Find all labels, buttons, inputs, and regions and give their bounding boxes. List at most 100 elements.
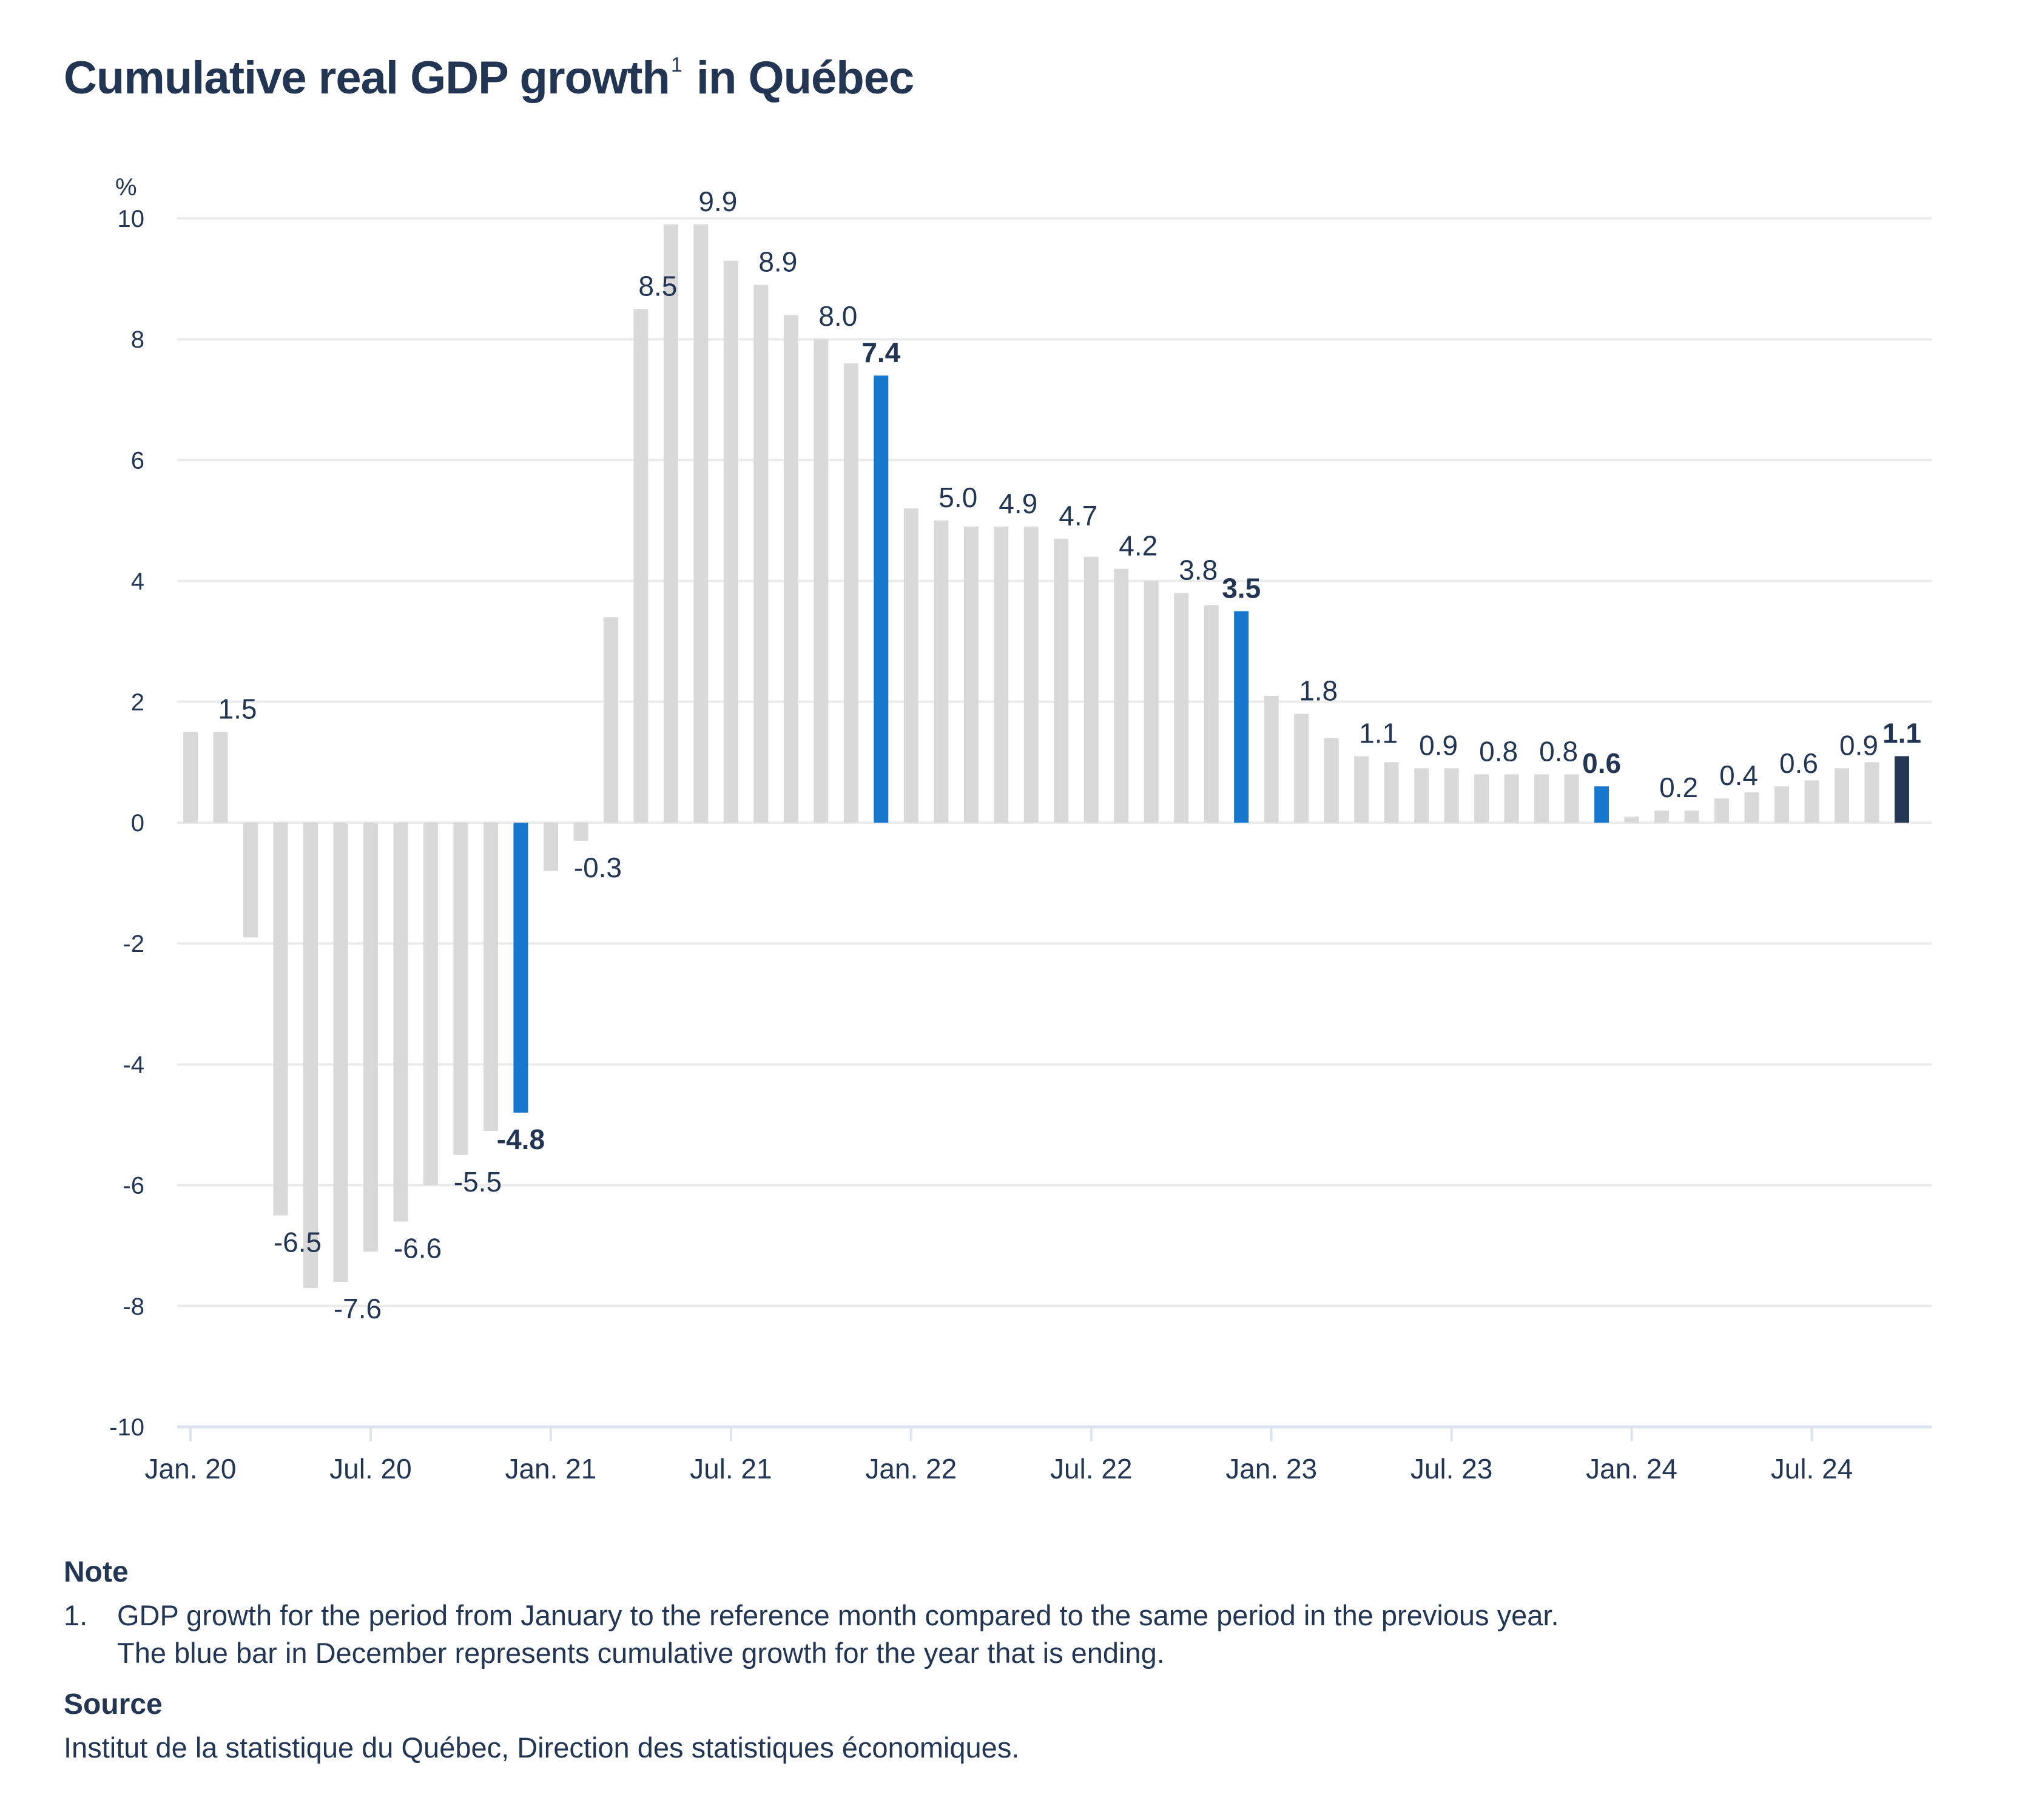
bar-feb-24 (1654, 811, 1670, 823)
bar-jul-21 (723, 260, 738, 823)
y-tick-label: -2 (123, 931, 144, 957)
data-label: 0.6 (1779, 747, 1818, 779)
data-label: 1.8 (1299, 675, 1338, 707)
data-label: 0.8 (1539, 735, 1578, 767)
data-label: 3.8 (1179, 554, 1218, 586)
footnote-reference: 1 (670, 53, 682, 76)
bar-aug-23 (1474, 774, 1489, 823)
bar-aug-21 (753, 285, 769, 823)
bar-feb-21 (573, 823, 588, 841)
notes-section: Note 1. GDP growth for the period from J… (64, 1553, 1944, 1767)
y-tick-label: 6 (131, 447, 144, 474)
data-label: 0.9 (1839, 729, 1878, 761)
bar-feb-23 (1294, 713, 1309, 823)
y-tick-label: -10 (109, 1414, 144, 1441)
x-tick-label: Jan. 21 (505, 1453, 596, 1485)
bar-jul-23 (1444, 768, 1459, 823)
bar-may-23 (1384, 762, 1399, 823)
bar-apr-20 (273, 823, 288, 1216)
x-tick-label: Jan. 23 (1225, 1453, 1317, 1485)
data-label: 1.1 (1882, 717, 1921, 749)
data-label: 0.4 (1719, 760, 1758, 791)
bar-oct-23 (1534, 774, 1549, 823)
bar-jul-20 (363, 823, 378, 1252)
bar-may-20 (303, 823, 318, 1288)
bar-aug-20 (393, 823, 408, 1222)
bar-apr-22 (994, 526, 1009, 823)
note-line: The blue bar in December represents cumu… (117, 1637, 1165, 1669)
bar-dec-22 (1234, 611, 1249, 823)
data-label: 0.9 (1419, 729, 1458, 761)
data-label: 4.2 (1119, 530, 1158, 562)
x-tick-label: Jan. 22 (865, 1453, 957, 1485)
y-tick-label: 8 (131, 326, 144, 353)
chart-title-text: Cumulative real GDP growth (64, 52, 670, 104)
x-tick-label: Jan. 24 (1586, 1453, 1677, 1485)
data-label: 8.0 (818, 300, 857, 332)
bar-jan-23 (1264, 695, 1279, 823)
bar-apr-24 (1714, 798, 1730, 823)
data-label: 3.5 (1222, 572, 1261, 604)
x-tick-label: Jul. 20 (329, 1453, 412, 1485)
x-tick-label: Jul. 23 (1410, 1453, 1493, 1485)
source-text: Institut de la statistique du Québec, Di… (64, 1731, 1020, 1764)
x-axis: Jan. 20 Jul. 20 Jan. 21 Jul. 21 Jan. 22 Jul. … (145, 1425, 1932, 1485)
chart-title: Cumulative real GDP growth1 in Québec (64, 52, 914, 104)
data-label: -7.6 (334, 1293, 382, 1324)
data-labels: 1.5 -6.5 -7.6 -6.6 -5.5 -4.8 -0.3 8.5 9.9 8.9 8.07… (218, 186, 1921, 1324)
y-axis: % 10 8 6 4 2 0 -2 -4 -6 -8 -10 (109, 174, 144, 1441)
bar-jan-24 (1624, 817, 1639, 823)
data-label: 7.4 (861, 337, 900, 368)
bar-may-24 (1744, 792, 1759, 823)
bar-dec-23 (1594, 786, 1609, 823)
data-label: 1.1 (1359, 717, 1398, 749)
bar-sep-22 (1144, 581, 1159, 823)
data-label: 0.8 (1479, 735, 1518, 767)
bar-jun-21 (693, 224, 709, 823)
data-label: -5.5 (454, 1166, 502, 1198)
y-axis-unit: % (115, 174, 137, 201)
bar-feb-20 (213, 732, 228, 823)
bar-jul-22 (1083, 556, 1099, 823)
x-tick-label: Jan. 20 (145, 1453, 237, 1485)
data-label: 0.6 (1582, 747, 1621, 779)
data-label: -6.5 (274, 1226, 322, 1258)
bar-sep-20 (423, 823, 438, 1185)
bar-sep-21 (783, 315, 798, 823)
bar-jun-20 (333, 823, 348, 1282)
bar-apr-23 (1354, 756, 1369, 823)
data-label: 4.9 (999, 488, 1037, 519)
data-label: -4.8 (497, 1124, 545, 1155)
data-label: 9.9 (698, 186, 737, 217)
bar-dec-20 (513, 823, 528, 1113)
bar-jun-24 (1774, 786, 1790, 823)
bar-nov-20 (483, 823, 498, 1131)
bar-mar-21 (603, 617, 618, 823)
bar-nov-22 (1204, 605, 1219, 823)
note-line: GDP growth for the period from January t… (117, 1599, 1559, 1631)
bar-jan-21 (543, 823, 558, 871)
bar-nov-23 (1564, 774, 1579, 823)
bar-may-21 (663, 224, 678, 823)
bar-oct-20 (453, 823, 468, 1155)
note-heading: Note (64, 1556, 129, 1588)
data-label: 1.5 (218, 693, 257, 725)
data-label: 5.0 (939, 482, 977, 513)
note-number: 1. (64, 1599, 88, 1631)
bar-sep-23 (1504, 774, 1519, 823)
note-text: GDP growth for the period from January t… (117, 1597, 1559, 1672)
bar-jun-23 (1414, 768, 1429, 823)
bar-jan-22 (903, 508, 918, 823)
bar-jan-20 (183, 732, 198, 823)
data-label: -0.3 (574, 852, 622, 883)
data-label: 0.2 (1659, 772, 1698, 803)
note-item: 1. GDP growth for the period from Januar… (64, 1597, 1944, 1672)
bar-apr-21 (633, 309, 649, 823)
bars (183, 224, 1909, 1288)
bar-sep-24 (1864, 762, 1879, 823)
bar-oct-22 (1174, 593, 1189, 823)
y-tick-label: 0 (131, 810, 144, 837)
bar-aug-22 (1114, 568, 1129, 823)
bar-nov-21 (843, 363, 858, 823)
